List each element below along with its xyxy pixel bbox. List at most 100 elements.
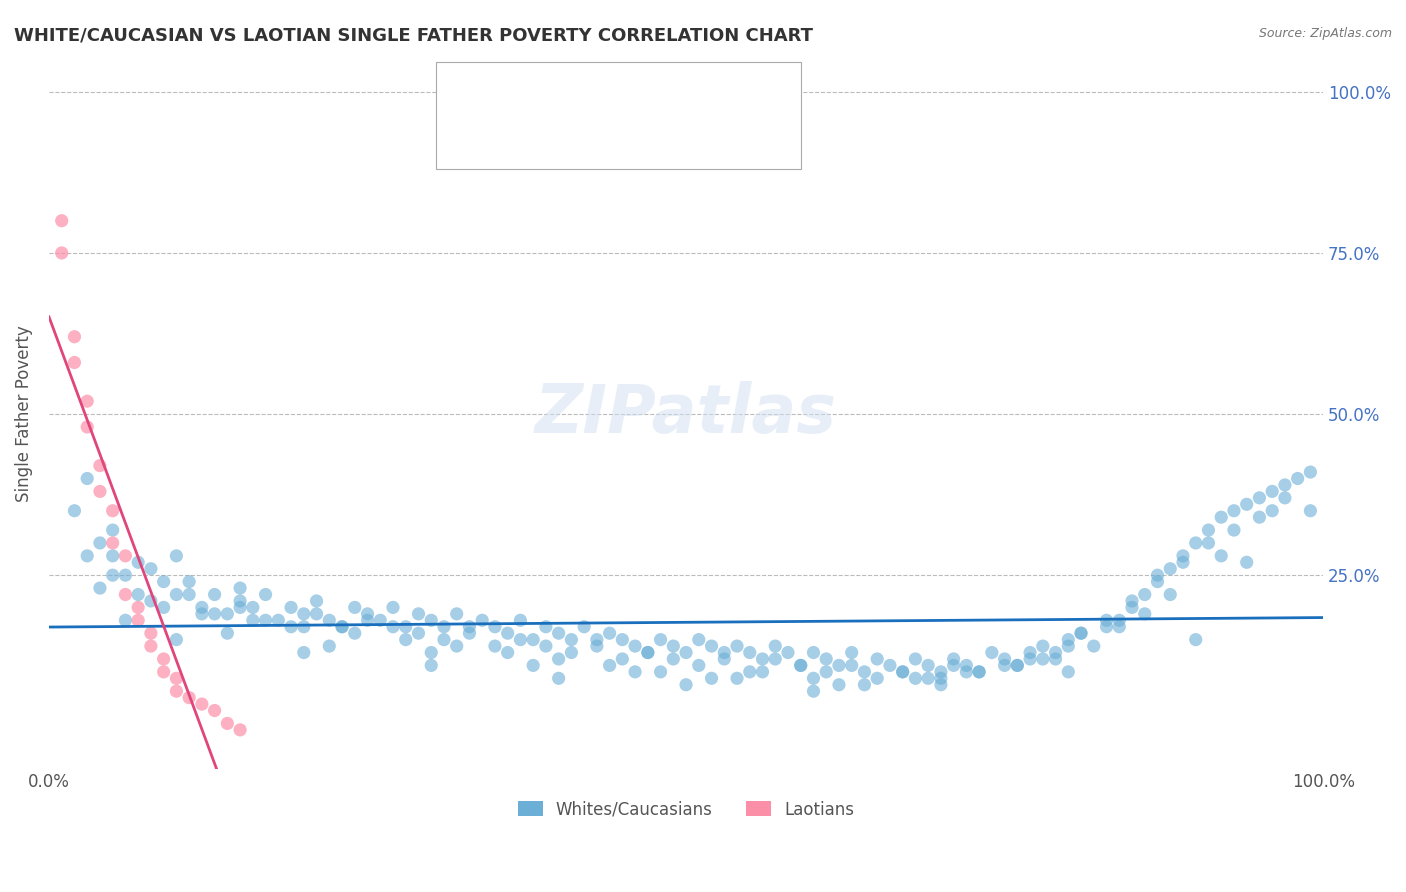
Point (929, 665, 952, 679)
Point (942, 658, 965, 673)
Point (522, 632, 544, 647)
Point (572, 620, 595, 634)
Point (1057, 632, 1080, 647)
Point (586, 632, 609, 647)
Point (280, 620, 302, 634)
Point (217, 716, 239, 731)
Point (127, 588, 149, 602)
Point (547, 626, 569, 640)
Point (509, 632, 531, 647)
Point (1299, 504, 1322, 518)
Point (1057, 665, 1080, 679)
Point (828, 658, 851, 673)
Point (101, 536, 124, 550)
Point (599, 658, 621, 673)
Point (547, 671, 569, 685)
Point (292, 646, 315, 660)
Point (534, 639, 557, 653)
Point (675, 678, 697, 692)
Point (191, 697, 214, 711)
Point (101, 523, 124, 537)
Point (356, 607, 378, 621)
Point (420, 658, 443, 673)
Text: Source: ZipAtlas.com: Source: ZipAtlas.com (1258, 27, 1392, 40)
Point (917, 658, 939, 673)
Point (1133, 607, 1156, 621)
Point (254, 613, 277, 627)
Text: R =: R = (495, 92, 531, 111)
Point (76, 420, 98, 434)
Point (51, 246, 73, 260)
Point (1211, 510, 1233, 524)
Point (1032, 652, 1054, 666)
Point (917, 671, 939, 685)
Point (1171, 549, 1194, 563)
Point (534, 620, 557, 634)
Point (560, 632, 582, 647)
Point (63, 355, 86, 369)
Point (790, 658, 813, 673)
Point (76, 394, 98, 409)
Point (1108, 613, 1130, 627)
Point (650, 632, 672, 647)
Point (879, 658, 901, 673)
Point (1198, 523, 1220, 537)
Point (433, 632, 456, 647)
Point (1236, 555, 1258, 569)
Point (1211, 549, 1233, 563)
Point (994, 652, 1017, 666)
Point (1070, 626, 1092, 640)
Point (1146, 568, 1168, 582)
Point (89, 536, 111, 550)
Point (891, 665, 914, 679)
Point (803, 684, 825, 698)
Point (815, 652, 838, 666)
Text: -0.176: -0.176 (555, 92, 614, 111)
Point (101, 549, 124, 563)
Point (1007, 658, 1029, 673)
Point (496, 646, 519, 660)
Point (675, 646, 697, 660)
Point (484, 620, 506, 634)
Point (496, 626, 519, 640)
Point (318, 613, 340, 627)
Point (1286, 471, 1309, 485)
Point (305, 607, 328, 621)
Point (763, 639, 786, 653)
Point (433, 620, 456, 634)
Point (700, 671, 723, 685)
Text: 25: 25 (717, 138, 740, 156)
Point (624, 665, 647, 679)
Point (330, 620, 353, 634)
Point (165, 632, 187, 647)
Point (89, 581, 111, 595)
Point (114, 549, 136, 563)
Point (127, 555, 149, 569)
Point (446, 639, 468, 653)
Point (242, 613, 264, 627)
Point (1184, 632, 1206, 647)
Point (1083, 639, 1105, 653)
Point (179, 574, 201, 589)
Point (688, 632, 710, 647)
Point (763, 652, 786, 666)
Point (841, 646, 863, 660)
Point (76, 549, 98, 563)
Point (330, 620, 353, 634)
Text: N =: N = (661, 92, 697, 111)
Point (1121, 594, 1143, 608)
Point (776, 646, 799, 660)
Point (382, 600, 405, 615)
Point (1007, 658, 1029, 673)
Point (612, 632, 634, 647)
Point (382, 620, 405, 634)
Point (101, 568, 124, 582)
Point (408, 607, 430, 621)
Text: R =: R = (495, 138, 531, 156)
Point (1261, 504, 1284, 518)
Point (152, 652, 174, 666)
Text: ZIPatlas: ZIPatlas (536, 381, 837, 447)
Point (229, 594, 252, 608)
Point (929, 671, 952, 685)
Point (967, 665, 990, 679)
